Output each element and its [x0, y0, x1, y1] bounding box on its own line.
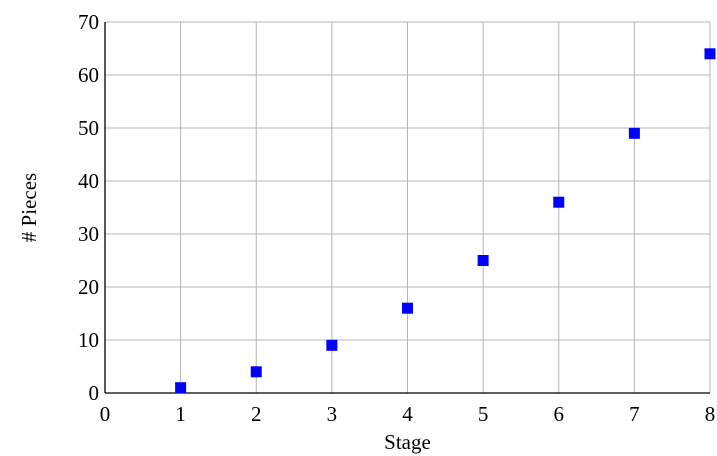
data-point	[250, 366, 262, 378]
x-tick-label: 2	[251, 402, 262, 426]
x-tick-label: 7	[629, 402, 640, 426]
data-point	[326, 339, 338, 351]
data-point	[477, 255, 489, 266]
data-point	[628, 127, 640, 139]
data-point	[553, 196, 565, 208]
y-axis-label: # Pieces	[17, 173, 41, 242]
y-tick-label: 70	[78, 10, 99, 34]
y-tick-label: 40	[78, 169, 99, 193]
data-point	[704, 48, 716, 60]
data-point	[175, 382, 187, 394]
x-tick-label: 8	[705, 402, 716, 426]
y-tick-label: 20	[78, 275, 99, 299]
axes	[104, 22, 710, 394]
y-tick-label: 60	[78, 63, 99, 87]
y-tick-label: 0	[89, 381, 100, 405]
data-point	[402, 302, 413, 314]
data-points	[175, 48, 716, 394]
x-axis-label: Stage	[384, 430, 431, 454]
x-tick-label: 1	[175, 402, 186, 426]
grid	[104, 21, 711, 394]
y-tick-label: 10	[78, 328, 99, 352]
x-tick-label: 0	[100, 402, 111, 426]
x-tick-label: 6	[554, 402, 565, 426]
x-tick-label: 4	[402, 402, 413, 426]
tick-labels: 0 1 2 3 4 5 6 7 8 0 10 20 30 40 50 60 70	[78, 10, 715, 426]
x-tick-label: 3	[327, 402, 338, 426]
x-tick-label: 5	[478, 402, 489, 426]
y-tick-label: 30	[78, 222, 99, 246]
y-tick-label: 50	[78, 116, 99, 140]
